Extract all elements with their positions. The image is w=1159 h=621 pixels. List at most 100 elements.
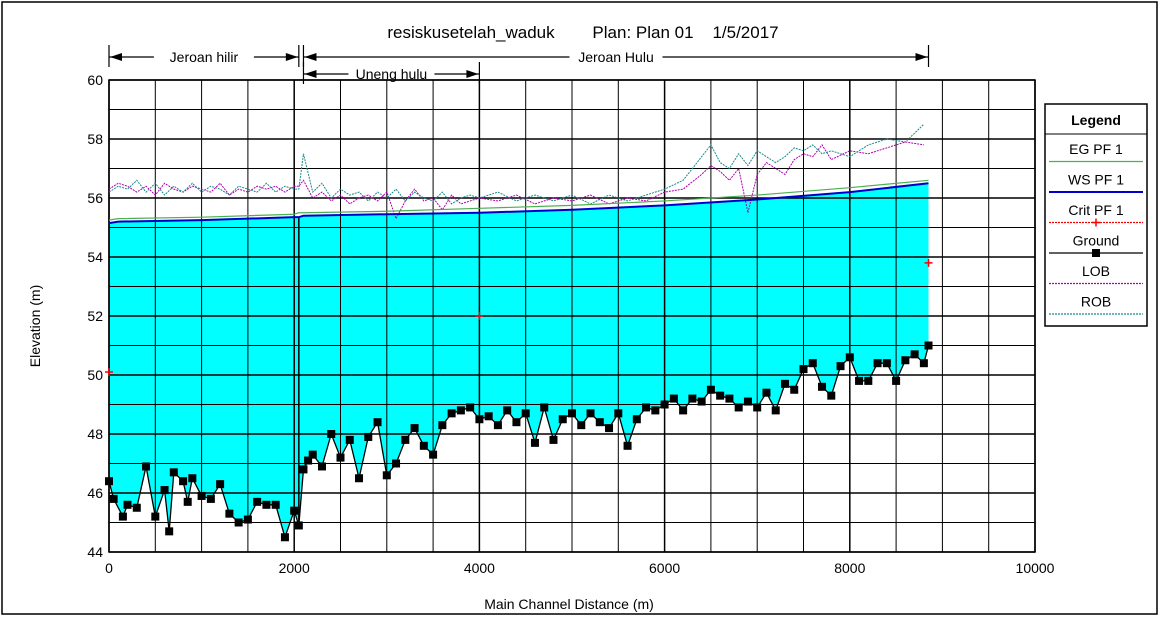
ground-point: [419, 441, 428, 450]
ground-point: [345, 435, 354, 444]
reach-arrow-head: [915, 53, 928, 61]
y-tick-label: 52: [87, 308, 103, 324]
x-tick-label: 8000: [834, 560, 865, 576]
ground-point: [568, 409, 576, 418]
series-line-ws-pf-1: [108, 182, 929, 225]
ground-point: [725, 394, 734, 403]
crit-point: [475, 312, 484, 320]
ground-point: [169, 468, 178, 477]
ground-point: [919, 359, 928, 368]
y-tick-label: 58: [87, 131, 103, 147]
ground-point: [456, 406, 465, 415]
ground-point: [410, 424, 419, 433]
ground-point: [216, 480, 225, 489]
reach-arrow-head: [466, 70, 479, 78]
reach-annotation: Jeroan Hulu: [302, 45, 930, 67]
ground-point: [234, 518, 243, 527]
ground-point: [118, 512, 127, 521]
ground-point: [836, 362, 845, 371]
series-line-rob: [108, 123, 925, 205]
plot-area-border: [108, 79, 1036, 553]
y-tick-label: 56: [87, 190, 103, 206]
ground-point: [253, 497, 262, 506]
ground-point: [799, 365, 808, 374]
ground-point: [475, 415, 484, 424]
legend-box: [1044, 103, 1148, 327]
ground-point: [243, 515, 252, 524]
ground-point: [762, 388, 771, 397]
legend: Legend EG PF 1 WS PF 1 Crit PF 1 Ground LOB RO…: [1044, 103, 1148, 327]
ground-point: [183, 497, 192, 506]
ground-point: [697, 397, 706, 406]
ground-point: [512, 418, 521, 427]
ground-point: [716, 391, 725, 400]
legend-label: ROB: [1081, 294, 1111, 310]
legend-label: Ground: [1073, 233, 1120, 249]
series-line-lob: [108, 141, 924, 220]
ground-point: [651, 406, 660, 415]
y-tick-label: 48: [87, 426, 103, 442]
x-tick-label: 0: [105, 560, 113, 576]
ground-point: [558, 415, 567, 424]
ground-point: [734, 403, 743, 412]
ground-point: [109, 494, 118, 503]
ground-point: [623, 441, 632, 450]
ground-point: [660, 400, 669, 409]
ground-point: [892, 376, 901, 385]
x-tick-label: 4000: [464, 560, 495, 576]
ground-point: [493, 421, 502, 430]
x-tick-label: 2000: [279, 560, 310, 576]
legend-label: LOB: [1082, 263, 1110, 279]
ground-point: [855, 376, 864, 385]
ground-point: [679, 406, 688, 415]
ground-point: [364, 432, 373, 441]
ground-point: [179, 477, 188, 486]
reach-label: Jeroan Hulu: [578, 49, 654, 65]
ground-point: [373, 418, 382, 427]
legend-label: Crit PF 1: [1068, 202, 1123, 218]
ground-point: [105, 477, 113, 486]
reach-arrow-head: [285, 53, 298, 61]
legend-marker: [1092, 249, 1100, 257]
ground-point: [790, 385, 799, 394]
ground-point: [864, 376, 873, 385]
y-tick-label: 44: [87, 544, 103, 560]
ground-point: [429, 450, 438, 459]
y-axis-label: Elevation (m): [27, 285, 43, 367]
crit-point: [105, 368, 113, 377]
legend-label: WS PF 1: [1068, 172, 1124, 188]
ground-point: [845, 353, 854, 362]
ground-point: [197, 491, 206, 500]
reach-arrow-head: [304, 70, 317, 78]
ground-point: [392, 459, 401, 468]
ground-point: [271, 500, 280, 509]
ground-point: [771, 406, 780, 415]
chart-title: resiskusetelah_waduk Plan: Plan 01 1/5/2…: [387, 23, 778, 42]
ground-point: [827, 391, 836, 400]
ground-point: [753, 403, 762, 412]
ground-point: [280, 533, 289, 542]
ground-point: [605, 424, 614, 433]
ground-point: [355, 474, 364, 483]
ground-point: [549, 435, 558, 444]
x-tick-label: 10000: [1016, 560, 1055, 576]
ground-point: [614, 409, 623, 418]
ground-point: [123, 500, 132, 509]
reach-annotation: Uneng hulu: [302, 62, 480, 84]
ground-point: [327, 430, 336, 438]
crit-point: [924, 258, 933, 267]
y-tick-label: 60: [87, 72, 103, 88]
y-tick-label: 54: [87, 249, 103, 265]
ground-point: [530, 438, 539, 447]
ground-point: [586, 409, 595, 418]
ground-point: [142, 462, 151, 471]
y-tick-label: 46: [87, 485, 103, 501]
ground-point: [706, 385, 715, 394]
ground-point: [151, 512, 160, 521]
ground-point: [910, 350, 919, 359]
ground-point: [317, 462, 326, 471]
ground-point: [632, 415, 641, 424]
ground-point: [642, 403, 651, 412]
ground-point: [447, 409, 456, 418]
y-tick-label: 50: [87, 367, 103, 383]
